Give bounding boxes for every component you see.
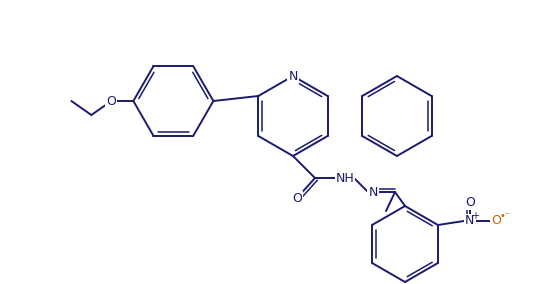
Text: O: O	[491, 214, 501, 227]
Text: •⁻: •⁻	[499, 211, 511, 221]
Text: +: +	[471, 211, 479, 221]
Text: N: N	[288, 70, 298, 82]
Text: O: O	[292, 191, 302, 204]
Text: N: N	[368, 185, 378, 199]
Text: O: O	[107, 95, 116, 108]
Text: O: O	[465, 195, 475, 208]
Text: NH: NH	[336, 172, 354, 185]
Text: N: N	[465, 214, 474, 227]
